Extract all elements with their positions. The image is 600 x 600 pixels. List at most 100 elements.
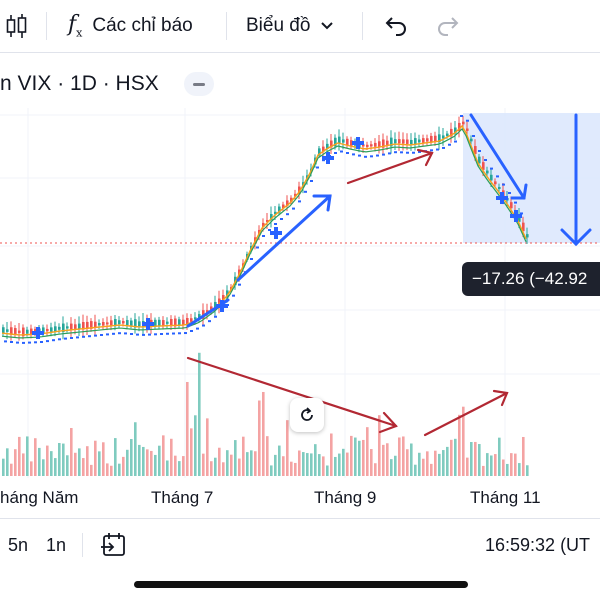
candle-body <box>494 181 497 185</box>
indicator-dot <box>4 340 7 343</box>
indicator-dot <box>292 207 295 210</box>
indicators-button[interactable]: fx Các chỉ báo <box>68 0 193 52</box>
volume-bar <box>430 463 433 476</box>
indicator-dot <box>310 180 313 182</box>
candle-body <box>274 211 277 215</box>
price-chart[interactable] <box>0 48 600 518</box>
volume-bar <box>386 443 389 476</box>
indicator-dot <box>316 166 319 169</box>
volume-bar <box>398 437 401 476</box>
indicator-dot <box>184 332 187 335</box>
toolbar-separator <box>46 12 47 40</box>
volume-bar <box>166 460 169 476</box>
volume-bar <box>250 450 253 476</box>
volume-bar <box>154 454 157 476</box>
candle-body <box>130 320 133 326</box>
candle-body <box>26 329 29 334</box>
indicator-dot <box>298 200 301 203</box>
undo-button[interactable] <box>384 0 408 52</box>
volume-bar <box>222 462 225 476</box>
candle-body <box>162 320 165 326</box>
candle-body <box>326 143 329 149</box>
candle-body <box>262 222 265 228</box>
volume-bar <box>338 453 341 476</box>
indicator-dot <box>28 341 31 344</box>
indicator-dot <box>10 341 13 343</box>
collapse-legend-button[interactable] <box>184 72 214 96</box>
volume-bar <box>142 446 145 476</box>
indicator-cross <box>500 192 504 204</box>
candle-body <box>490 174 493 181</box>
range-5n-button[interactable]: 5n <box>8 519 28 571</box>
volume-bar <box>242 436 245 476</box>
chart-type-label: Biểu đồ <box>246 15 311 36</box>
candle-body <box>2 327 5 334</box>
candle-body <box>478 156 481 164</box>
symbol-title[interactable]: n VIX · 1D · HSX <box>0 64 159 104</box>
candle-body <box>526 234 529 238</box>
candle-body <box>134 319 137 328</box>
volume-bar <box>150 450 153 476</box>
indicator-dot <box>52 339 55 342</box>
candle-body <box>18 330 21 333</box>
volume-bar <box>514 453 517 476</box>
volume-bar <box>66 455 69 476</box>
candle-body <box>434 135 437 142</box>
measure-label-text: −17.26 (−42.92 <box>472 269 588 288</box>
volume-bar <box>450 439 453 476</box>
candle-body <box>90 321 93 329</box>
candle-body <box>370 144 373 147</box>
clock-time[interactable]: 16:59:32 (UT <box>485 519 590 571</box>
indicator-dot <box>460 115 463 117</box>
candle-body <box>218 298 221 306</box>
candle-body <box>470 138 473 142</box>
chart-type-button[interactable]: Biểu đồ <box>246 0 334 52</box>
volume-bar <box>26 436 29 476</box>
redo-button[interactable] <box>436 0 460 52</box>
volume-bar <box>114 438 117 476</box>
indicator-dot <box>514 201 517 204</box>
indicator-dot <box>130 333 133 335</box>
indicator-dot <box>208 320 211 323</box>
volume-bar <box>454 438 457 476</box>
function-icon: fx <box>68 12 83 40</box>
volume-bar <box>422 458 425 476</box>
candlestick-icon[interactable] <box>6 0 28 52</box>
clock-time-text: 16:59:32 (UT <box>485 534 591 555</box>
indicator-dot <box>250 258 253 260</box>
indicator-dot <box>466 119 469 122</box>
volume-bar <box>14 449 17 476</box>
indicator-dot <box>100 334 103 336</box>
candle-body <box>390 137 393 147</box>
candle-body <box>122 320 125 324</box>
trend-arrow-up <box>186 113 592 328</box>
range-1n-button[interactable]: 1n <box>46 519 66 571</box>
volume-bar <box>310 453 313 476</box>
volume-bar <box>390 459 393 476</box>
volume-bar <box>254 451 257 476</box>
moving-average-line <box>1 128 527 339</box>
volume-bar <box>374 463 377 476</box>
toolbar-separator <box>362 12 363 40</box>
go-to-date-button[interactable] <box>100 519 128 571</box>
candle-body <box>14 328 17 335</box>
symbol-title-text: n VIX · 1D · HSX <box>0 72 159 95</box>
volume-bar <box>498 437 501 476</box>
candle-body <box>174 318 177 327</box>
volume-bar <box>294 462 297 476</box>
volume-bar <box>34 438 37 476</box>
candle-body <box>222 295 225 301</box>
candle-body <box>406 139 409 144</box>
volume-bar <box>82 458 85 476</box>
indicator-dot <box>136 333 139 336</box>
moving-average-line <box>1 124 527 336</box>
reset-chart-button[interactable] <box>290 398 324 432</box>
candle-body <box>366 144 369 147</box>
candle-body <box>458 122 461 132</box>
volume-bar <box>282 456 285 476</box>
candle-body <box>138 321 141 327</box>
volume-bar <box>98 451 101 476</box>
reload-icon <box>301 407 313 421</box>
candle-body <box>110 320 113 326</box>
volume-bar <box>38 447 41 476</box>
